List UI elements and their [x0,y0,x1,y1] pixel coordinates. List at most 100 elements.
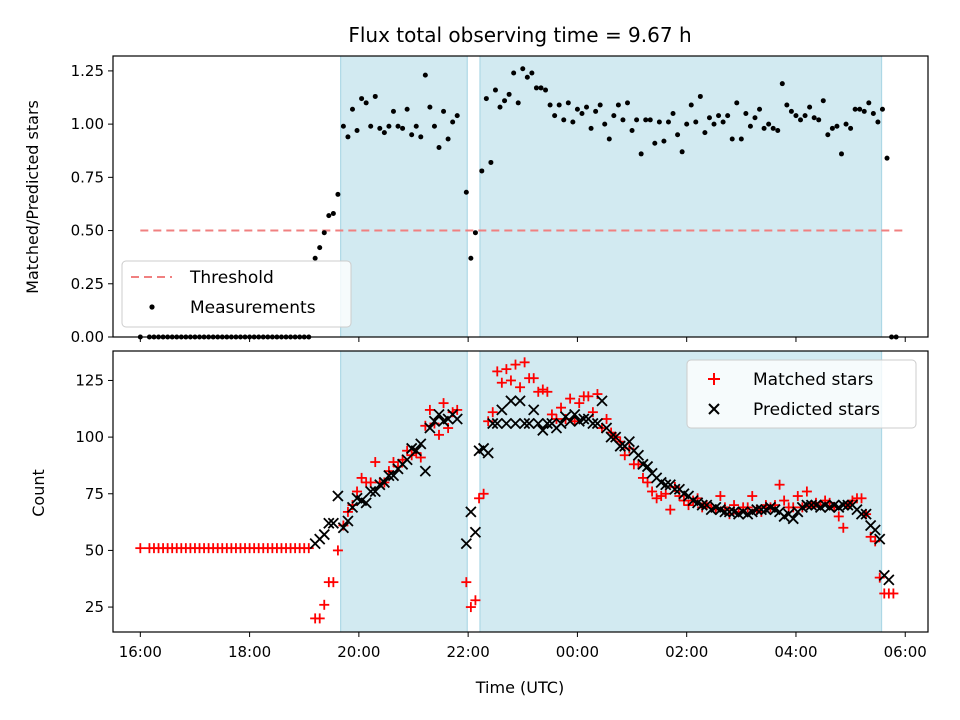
measurement-point [326,213,332,219]
matched-star-point [537,384,548,395]
predicted-star-b [591,417,604,430]
measurement-point [472,230,478,236]
predicted-star-point [528,404,540,416]
predicted-star-b [678,488,690,500]
measurement-point [620,117,626,123]
measurement-point [661,138,667,144]
x-tick-label: 06:00 [884,643,927,661]
measurement-point [354,128,360,134]
measurement-point [479,168,485,174]
measurement-point [570,119,576,125]
predicted-star-point [369,485,381,498]
top-title: Flux total observing time = 9.67 h [348,23,691,47]
predicted-star-b [610,431,622,443]
predicted-star-point [855,508,868,520]
legend-threshold-label: Threshold [189,268,274,288]
matched-star-point [461,577,472,588]
predicted-star-point [482,447,494,459]
measurement-point [409,132,415,138]
measurement-point [422,72,428,78]
predicted-star-point [496,404,508,416]
matched-star-point [838,522,849,533]
measurement-point [688,102,694,108]
predicted-star-point [523,417,535,430]
matched-star-point [833,511,844,522]
predicted-star-b [669,483,681,495]
matched-star-point [888,588,899,599]
matched-star-point [556,402,567,413]
predicted-star-point [383,470,395,482]
shaded-interval-1 [340,56,468,337]
bottom-legend: Matched stars Predicted stars [686,359,917,429]
predicted-star-point [587,417,599,430]
matched-star-point [779,495,790,506]
measurement-point [454,113,460,119]
measurement-point [515,100,521,106]
matched-star-point [501,364,512,375]
matched-star-point [601,413,612,424]
measurement-point [506,91,512,97]
measurement-point [770,125,776,131]
predicted-star-point [337,522,350,534]
measurement-point [752,115,758,121]
measurement-point [340,123,346,129]
measurement-point [738,136,744,142]
matched-star-point [642,477,653,488]
predicted-star-b [419,465,431,477]
matched-star-point [856,493,867,504]
measurement-point [729,136,735,142]
predicted-star-point [723,506,736,518]
predicted-star-b [460,537,472,550]
predicted-star-b [337,522,350,534]
measurement-point [684,121,690,127]
measurement-point [861,108,867,114]
measurement-point [445,136,451,142]
predicted-star-b [505,395,517,407]
y-tick-label: 50 [85,541,104,559]
matched-star-point [660,488,671,499]
predicted-star-point [469,526,482,538]
predicted-star-point [332,490,344,502]
predicted-star-b [737,506,749,518]
measurement-point [656,119,662,125]
predicted-star-b [587,417,599,430]
predicted-star-point [883,574,895,586]
measurement-point [879,106,885,112]
predicted-star-b [342,515,354,527]
predicted-star-b [555,417,567,430]
predicted-star-point [801,499,813,511]
matched-star-point [656,491,667,502]
predicted-star-b [719,506,731,518]
predicted-stars-points [309,395,895,586]
legend-measurements-swatch [149,304,155,310]
matched-star-point [492,366,503,377]
measurement-point [441,108,447,114]
predicted-star-point [751,503,763,516]
measurement-point [679,149,685,155]
predicted-star-b [428,415,441,427]
legend-matched-label: Matched stars [753,370,873,390]
measurement-point [870,110,876,116]
measurement-point [852,106,858,112]
matched-star-point [747,491,758,502]
predicted-star-point [578,413,590,425]
measurement-point [349,106,355,112]
matched-star-point [328,577,339,588]
x-tick-label: 16:00 [119,643,162,661]
predicted-star-b [600,422,613,434]
matched-star-point [332,545,343,556]
predicted-star-b [369,485,381,498]
predicted-star-b [410,445,422,457]
measurement-point [825,132,831,138]
predicted-star-b [387,470,400,482]
predicted-star-point [610,431,622,443]
measurement-point [720,119,726,125]
matched-star-point [774,479,785,490]
measurement-point [552,113,558,119]
measurement-point [602,121,608,127]
predicted-star-b [801,499,813,511]
predicted-star-point [596,395,608,407]
predicted-star-point [514,395,526,407]
matched-star-point [487,407,498,418]
matched-star-point [583,391,594,402]
